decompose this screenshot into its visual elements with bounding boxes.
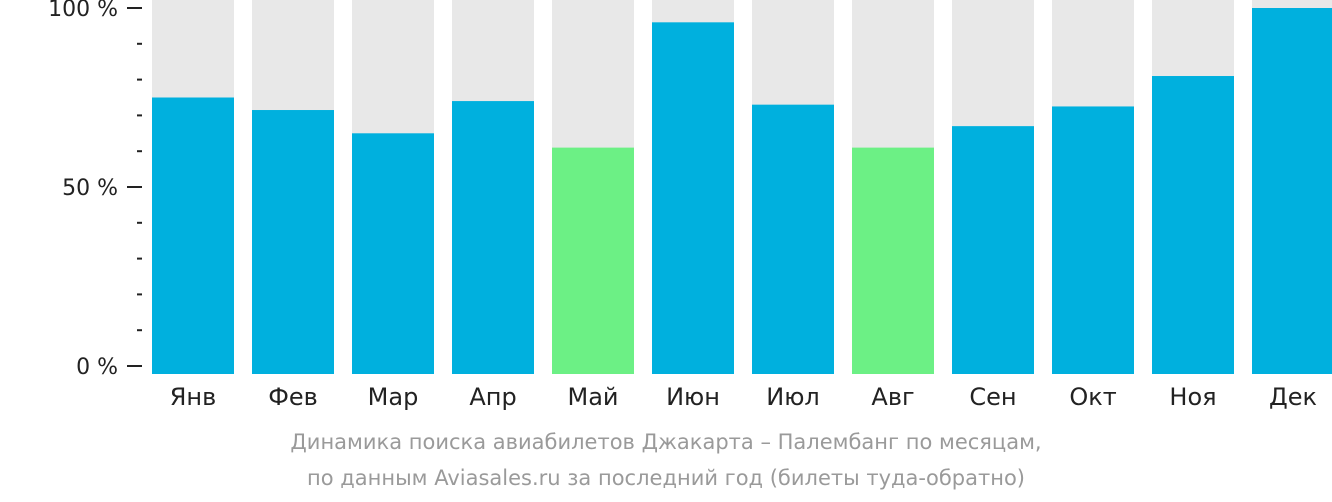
x-tick-label: Янв	[170, 383, 217, 411]
x-tick-label: Июн	[666, 383, 720, 411]
y-axis: 0 % 50 % 100 %	[48, 0, 142, 380]
x-tick-label: Мар	[368, 383, 419, 411]
data-bars	[152, 8, 1332, 375]
bar-12[interactable]	[1252, 8, 1332, 374]
y-tick-label: 50 %	[62, 176, 118, 201]
x-tick-label: Май	[567, 383, 618, 411]
chart-caption-line-1: Динамика поиска авиабилетов Джакарта – П…	[290, 430, 1042, 454]
x-tick-label: Дек	[1269, 383, 1317, 411]
bar-7[interactable]	[752, 104, 834, 374]
y-tick-label: 0 %	[76, 355, 118, 380]
bar-10[interactable]	[1052, 106, 1134, 374]
bar-3[interactable]	[352, 133, 434, 374]
x-tick-label: Окт	[1069, 383, 1116, 411]
y-tick-label: 100 %	[48, 0, 118, 22]
bar-8[interactable]	[852, 147, 934, 374]
bar-11[interactable]	[1152, 76, 1234, 375]
x-tick-label: Ноя	[1169, 383, 1216, 411]
x-tick-label: Фев	[268, 383, 318, 411]
bar-6[interactable]	[652, 22, 734, 374]
bar-1[interactable]	[152, 97, 234, 375]
bar-2[interactable]	[252, 110, 334, 374]
bar-5[interactable]	[552, 147, 634, 374]
x-tick-label: Июл	[766, 383, 820, 411]
chart-caption-line-2: по данным Aviasales.ru за последний год …	[307, 466, 1025, 490]
x-tick-label: Сен	[969, 383, 1016, 411]
x-tick-label: Авг	[871, 383, 914, 411]
bar-9[interactable]	[952, 126, 1034, 374]
bar-chart: 0 % 50 % 100 % Янв Фев Мар Апр Май Июн Июл Авг Сен…	[48, 0, 1332, 411]
x-axis: Янв Фев Мар Апр Май Июн Июл Авг Сен Окт Ноя Дек	[170, 383, 1317, 411]
bar-4[interactable]	[452, 101, 534, 374]
x-tick-label: Апр	[469, 383, 516, 411]
